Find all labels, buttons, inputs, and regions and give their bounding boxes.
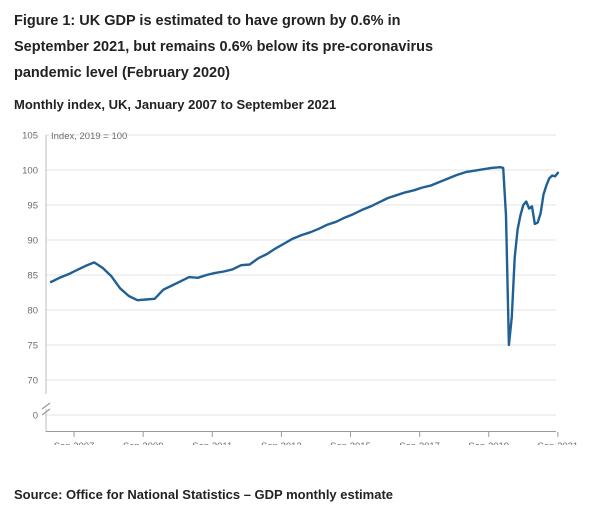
gridlines — [46, 134, 556, 416]
y-tick-label: 80 — [27, 306, 38, 317]
axis-break-mark — [41, 402, 51, 416]
line-chart: 105 100 95 90 85 80 75 70 0 Index, 2019 = 100 Se… — [22, 131, 579, 446]
series-line-gdp-index — [49, 166, 560, 347]
x-tick-label: Sep 2017 — [399, 441, 440, 445]
y-tick-label: 95 — [27, 201, 38, 212]
x-tick-label: Sep 2007 — [54, 441, 95, 445]
y-tick-label: 85 — [27, 271, 38, 282]
axis-break-stroke — [41, 408, 51, 416]
source-note: Source: Office for National Statistics –… — [14, 487, 394, 502]
y-tick-label: 0 — [33, 411, 38, 422]
x-axis: Sep 2007 Sep 2009 Sep 2011 Sep 2013 Sep 2015… — [45, 135, 579, 445]
x-tick-label: Sep 2021 — [538, 441, 579, 445]
y-tick-label: 75 — [27, 341, 38, 352]
x-tick-label: Sep 2011 — [192, 441, 232, 445]
y-axis-label: Index, 2019 = 100 — [51, 131, 127, 142]
x-tick-label: Sep 2019 — [468, 441, 509, 445]
y-tick-label: 100 — [22, 166, 38, 177]
y-tick-label: 70 — [27, 376, 38, 387]
y-tick-label: 90 — [27, 236, 38, 247]
chart-subtitle: Monthly index, UK, January 2007 to Septe… — [14, 97, 337, 112]
x-tick-label: Sep 2009 — [123, 441, 164, 445]
x-tick-label: Sep 2015 — [330, 441, 371, 445]
axis-break-stroke — [41, 402, 51, 410]
x-tick-label: Sep 2013 — [261, 441, 302, 445]
y-tick-label: 105 — [22, 131, 38, 142]
chart-title: Figure 1: UK GDP is estimated to have gr… — [14, 13, 434, 81]
y-axis-ticks: 105 100 95 90 85 80 75 70 0 — [22, 131, 38, 422]
